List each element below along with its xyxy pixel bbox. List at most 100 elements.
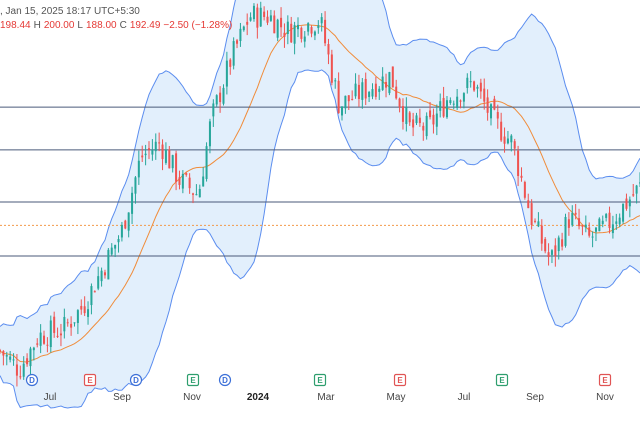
earnings-marker — [83, 373, 97, 387]
candle-body — [635, 185, 638, 194]
earnings-marker-letter: E — [397, 376, 403, 385]
candle-body — [171, 155, 174, 169]
close-value: 192.49 — [129, 20, 161, 31]
candle-body — [479, 82, 482, 92]
candle-body — [594, 227, 597, 232]
candle-body — [151, 149, 154, 155]
candle-body — [483, 88, 486, 102]
candle-body — [93, 291, 96, 293]
candle-body — [581, 225, 584, 227]
candle-body — [137, 160, 140, 178]
candle-body — [127, 212, 130, 231]
candle-body — [327, 44, 330, 55]
bollinger-band-fill — [0, 0, 640, 408]
candle-body — [117, 238, 120, 243]
split-marker — [495, 373, 509, 387]
candle-body — [222, 87, 225, 104]
candle-body — [141, 155, 144, 158]
candle-body — [567, 219, 570, 228]
candle-body — [2, 350, 5, 356]
candle-body — [80, 305, 83, 310]
candle-body — [307, 23, 310, 32]
candle-body — [43, 335, 46, 344]
candle-body — [364, 78, 367, 99]
candle-body — [374, 83, 377, 97]
candle-body — [5, 355, 8, 357]
candle-body — [388, 72, 391, 94]
candle-body — [395, 86, 398, 99]
candle-body — [469, 81, 472, 83]
candle-body — [347, 95, 350, 102]
candle-body — [232, 41, 235, 66]
candle-body — [622, 203, 625, 222]
change-value: −2.50 (−1.28%) — [163, 20, 233, 31]
candle-body — [22, 363, 25, 377]
candle-body — [554, 245, 557, 256]
candle-body — [181, 173, 184, 189]
candle-body — [429, 110, 432, 118]
candle-body — [476, 86, 479, 89]
candle-body — [564, 216, 567, 246]
candle-body — [561, 239, 564, 247]
candle-body — [354, 83, 357, 97]
candle-body — [435, 113, 438, 127]
candle-body — [263, 11, 266, 17]
candle-body — [46, 344, 49, 346]
candle-body — [425, 115, 428, 137]
candle-body — [276, 19, 279, 38]
candle-body — [527, 200, 530, 209]
candle-body — [489, 104, 493, 119]
x-axis-tick-label: Nov — [183, 392, 201, 403]
candle-body — [175, 153, 178, 182]
x-axis-tick-label: Nov — [596, 392, 614, 403]
candle-body — [229, 59, 232, 67]
candle-body — [351, 98, 354, 100]
candle-body — [124, 220, 127, 229]
candle-body — [506, 138, 509, 144]
candle-body — [412, 119, 415, 128]
candle-body — [547, 252, 550, 258]
candle-body — [341, 106, 344, 116]
candle-body — [205, 146, 208, 179]
candle-body — [432, 114, 435, 125]
candle-body — [219, 92, 222, 103]
candle-body — [97, 276, 100, 289]
candle-body — [87, 309, 90, 317]
candle-body — [0, 350, 2, 352]
candle-body — [456, 96, 459, 109]
bollinger-basis — [0, 24, 640, 363]
dividend-marker — [25, 373, 39, 387]
candle-body — [459, 100, 462, 102]
high-label: H — [33, 20, 41, 31]
candle-body — [391, 66, 394, 88]
earnings-marker — [393, 373, 407, 387]
candle-body — [195, 194, 198, 196]
candle-body — [449, 100, 452, 103]
candle-body — [36, 343, 39, 345]
candle-body — [242, 26, 245, 31]
candle-body — [83, 306, 86, 314]
candle-body — [598, 218, 601, 232]
candle-body — [578, 218, 581, 227]
candle-body — [12, 359, 15, 361]
candle-body — [110, 247, 113, 255]
candle-body — [158, 142, 161, 144]
candle-body — [73, 322, 76, 324]
split-marker-letter: E — [190, 376, 196, 385]
candle-body — [330, 54, 333, 83]
candle-body — [249, 17, 252, 21]
candle-body — [178, 177, 181, 185]
candle-body — [584, 224, 587, 228]
candle-body — [70, 323, 73, 328]
candle-body — [15, 364, 18, 376]
split-marker — [186, 373, 200, 387]
candle-body — [53, 316, 56, 333]
earnings-marker — [598, 373, 612, 387]
bollinger-lower — [0, 69, 640, 409]
candle-body — [114, 244, 117, 249]
candle-body — [618, 217, 621, 225]
candle-body — [445, 100, 448, 118]
candle-body — [486, 97, 489, 113]
